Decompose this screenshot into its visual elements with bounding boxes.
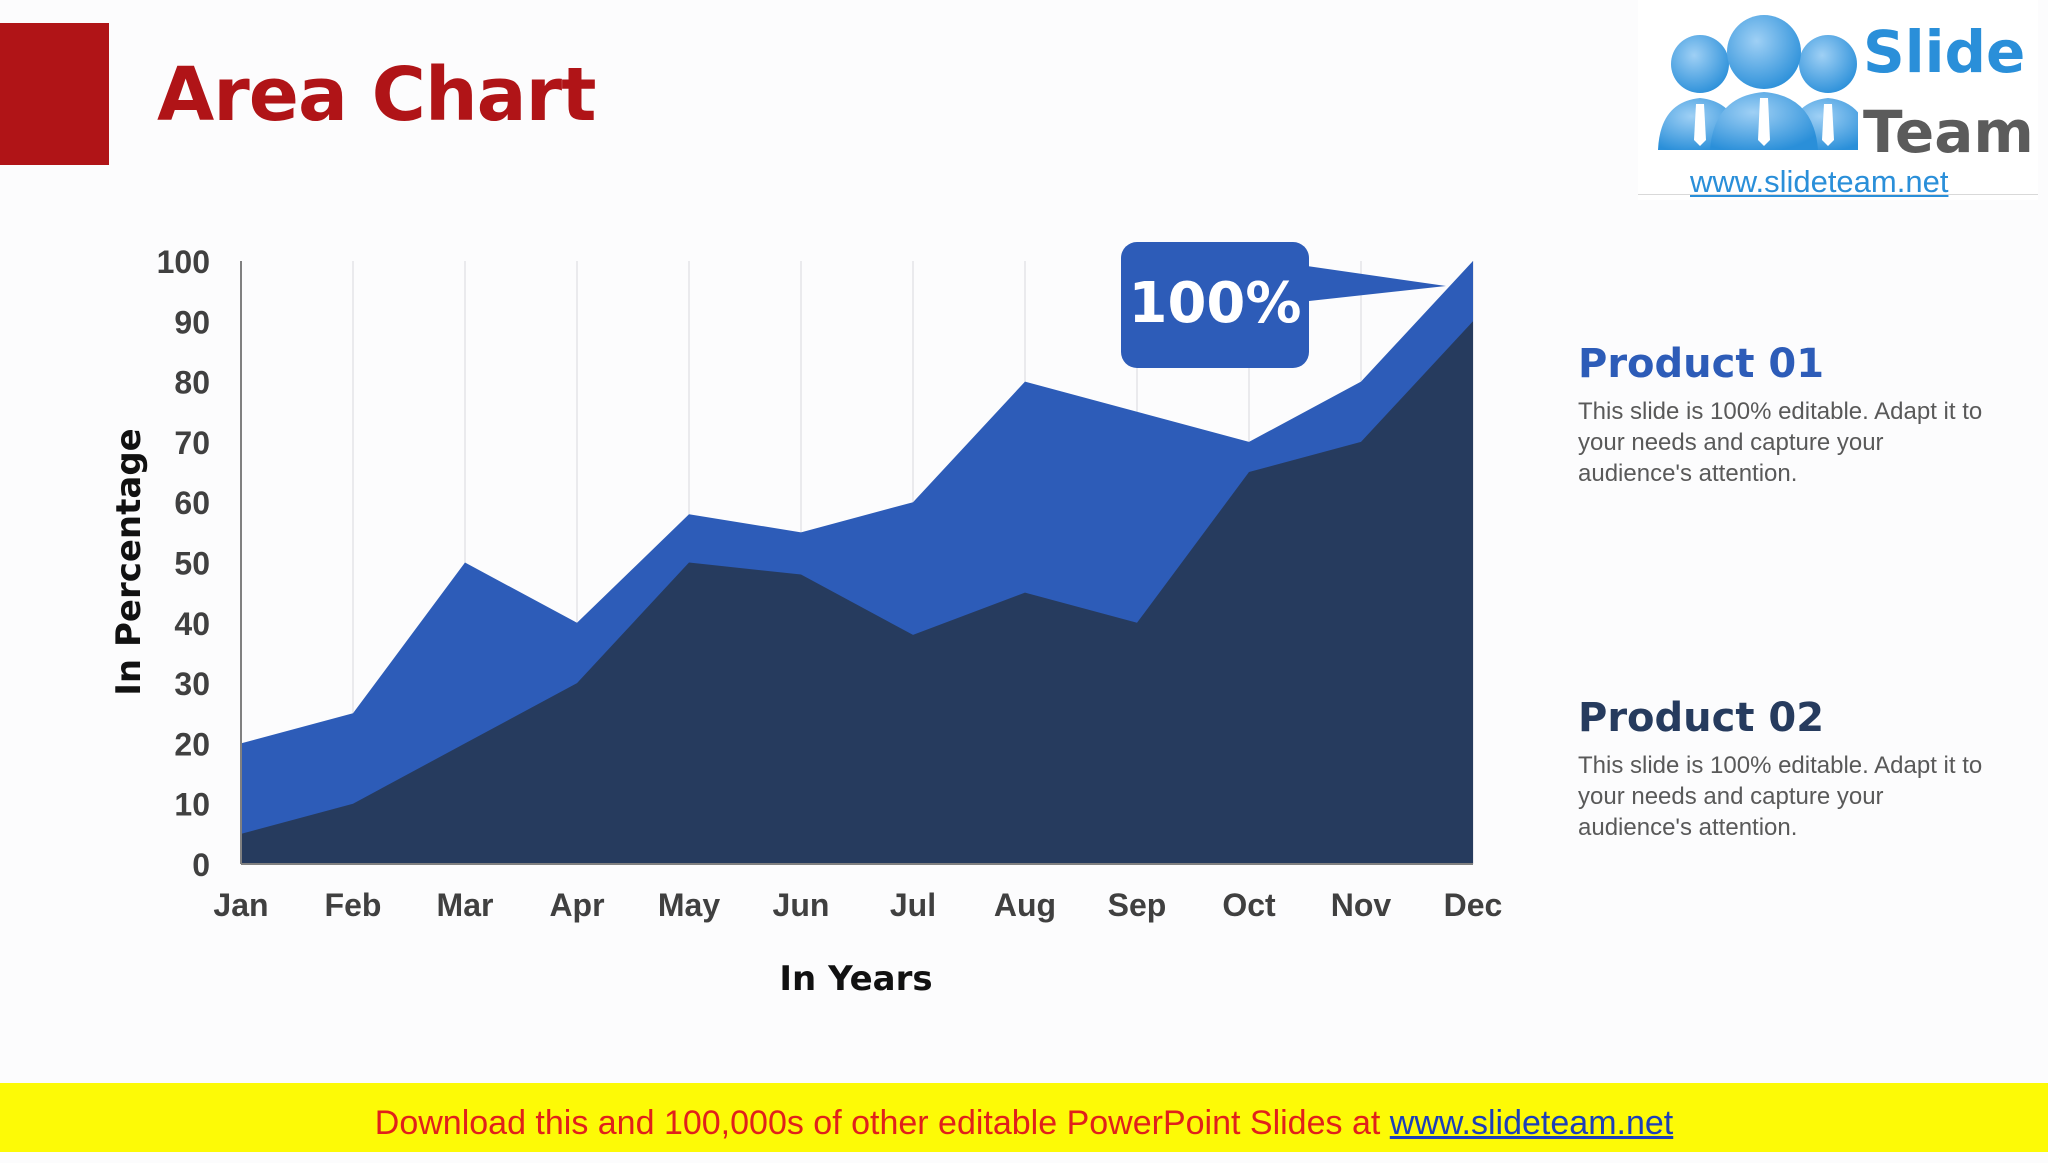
x-tick-label: Jun	[773, 887, 830, 923]
callout-100-percent: 100%	[1121, 242, 1446, 368]
x-tick-label: Apr	[549, 887, 604, 923]
product-02-description: This slide is 100% editable. Adapt it to…	[1578, 752, 1983, 841]
y-tick-label: 30	[174, 666, 210, 702]
x-tick-label: Mar	[437, 887, 494, 923]
product-02-block: Product 02 This slide is 100% editable. …	[1578, 692, 1998, 843]
x-axis-title: In Years	[779, 959, 932, 999]
y-tick-label: 10	[174, 787, 210, 823]
logo-divider	[1638, 194, 2038, 195]
download-banner-link[interactable]: www.slideteam.net	[1389, 1104, 1674, 1142]
y-tick-label: 70	[174, 425, 210, 461]
x-tick-label: Aug	[994, 887, 1056, 923]
x-tick-label: Oct	[1222, 887, 1276, 923]
x-tick-label: Jul	[890, 887, 936, 923]
x-tick-label: Jan	[213, 887, 268, 923]
x-tick-label: Feb	[325, 887, 382, 923]
slideteam-logo: Slide Team www.slideteam.net	[1638, 0, 2038, 200]
x-tick-label: Sep	[1108, 887, 1167, 923]
slide-title: Area Chart	[157, 52, 596, 138]
product-01-title: Product 01	[1578, 341, 1825, 387]
y-tick-label: 40	[174, 606, 210, 642]
download-banner-text: Download this and 100,000s of other edit…	[374, 1104, 1390, 1142]
x-tick-label: Dec	[1444, 887, 1503, 923]
callout-pointer	[1300, 265, 1446, 302]
y-tick-label: 90	[174, 304, 210, 340]
logo-word-slide: Slide	[1863, 18, 2026, 86]
y-tick-label: 60	[174, 485, 210, 521]
product-01-block: Product 01 This slide is 100% editable. …	[1578, 338, 1998, 489]
logo-word-team: Team	[1863, 98, 2034, 166]
y-tick-label: 80	[174, 365, 210, 401]
callout-box	[1121, 242, 1309, 368]
x-tick-label: May	[658, 887, 720, 923]
people-icon	[1658, 15, 1858, 150]
y-tick-label: 100	[157, 244, 210, 280]
y-axis-title: In Percentage	[109, 428, 149, 695]
area-series-2	[241, 321, 1473, 864]
product-02-title: Product 02	[1578, 695, 1825, 741]
y-tick-label: 0	[192, 847, 210, 883]
logo-url-link[interactable]: www.slideteam.net	[1690, 164, 1949, 199]
x-tick-label: Nov	[1331, 887, 1392, 923]
title-accent-block	[0, 23, 109, 165]
product-01-description: This slide is 100% editable. Adapt it to…	[1578, 398, 1983, 487]
download-banner: Download this and 100,000s of other edit…	[0, 1083, 2048, 1152]
y-tick-label: 50	[174, 546, 210, 582]
y-tick-label: 20	[174, 726, 210, 762]
callout-label: 100%	[1128, 271, 1301, 336]
